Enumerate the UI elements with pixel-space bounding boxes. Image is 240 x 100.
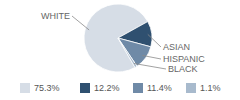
category-label: BLACK [168,64,198,74]
category-label: HISPANIC [163,54,205,64]
leader-line [142,55,161,59]
legend-swatch [20,83,30,93]
value-label: 1.1% [200,83,221,93]
legend-swatch [133,83,143,93]
value-label: 75.3% [34,83,60,93]
leader-line [148,34,161,47]
pie-slice [118,38,137,67]
value-row: 75.3% 12.2% 11.4% 1.1% [20,83,221,93]
category-label: ASIAN [163,42,190,52]
legend-swatch [186,83,196,93]
pie [84,4,152,72]
value-label: 12.2% [94,83,120,93]
leader-line [134,63,166,69]
callouts: WHITE ASIAN HISPANICBLACK [41,11,205,74]
category-label: WHITE [41,11,70,21]
chart: WHITE ASIAN HISPANICBLACK 75.3% 12.2% 11.4% 1.… [0,0,240,100]
value-label: 11.4% [147,83,172,93]
legend-swatch [80,83,90,93]
leader-line [72,16,89,30]
